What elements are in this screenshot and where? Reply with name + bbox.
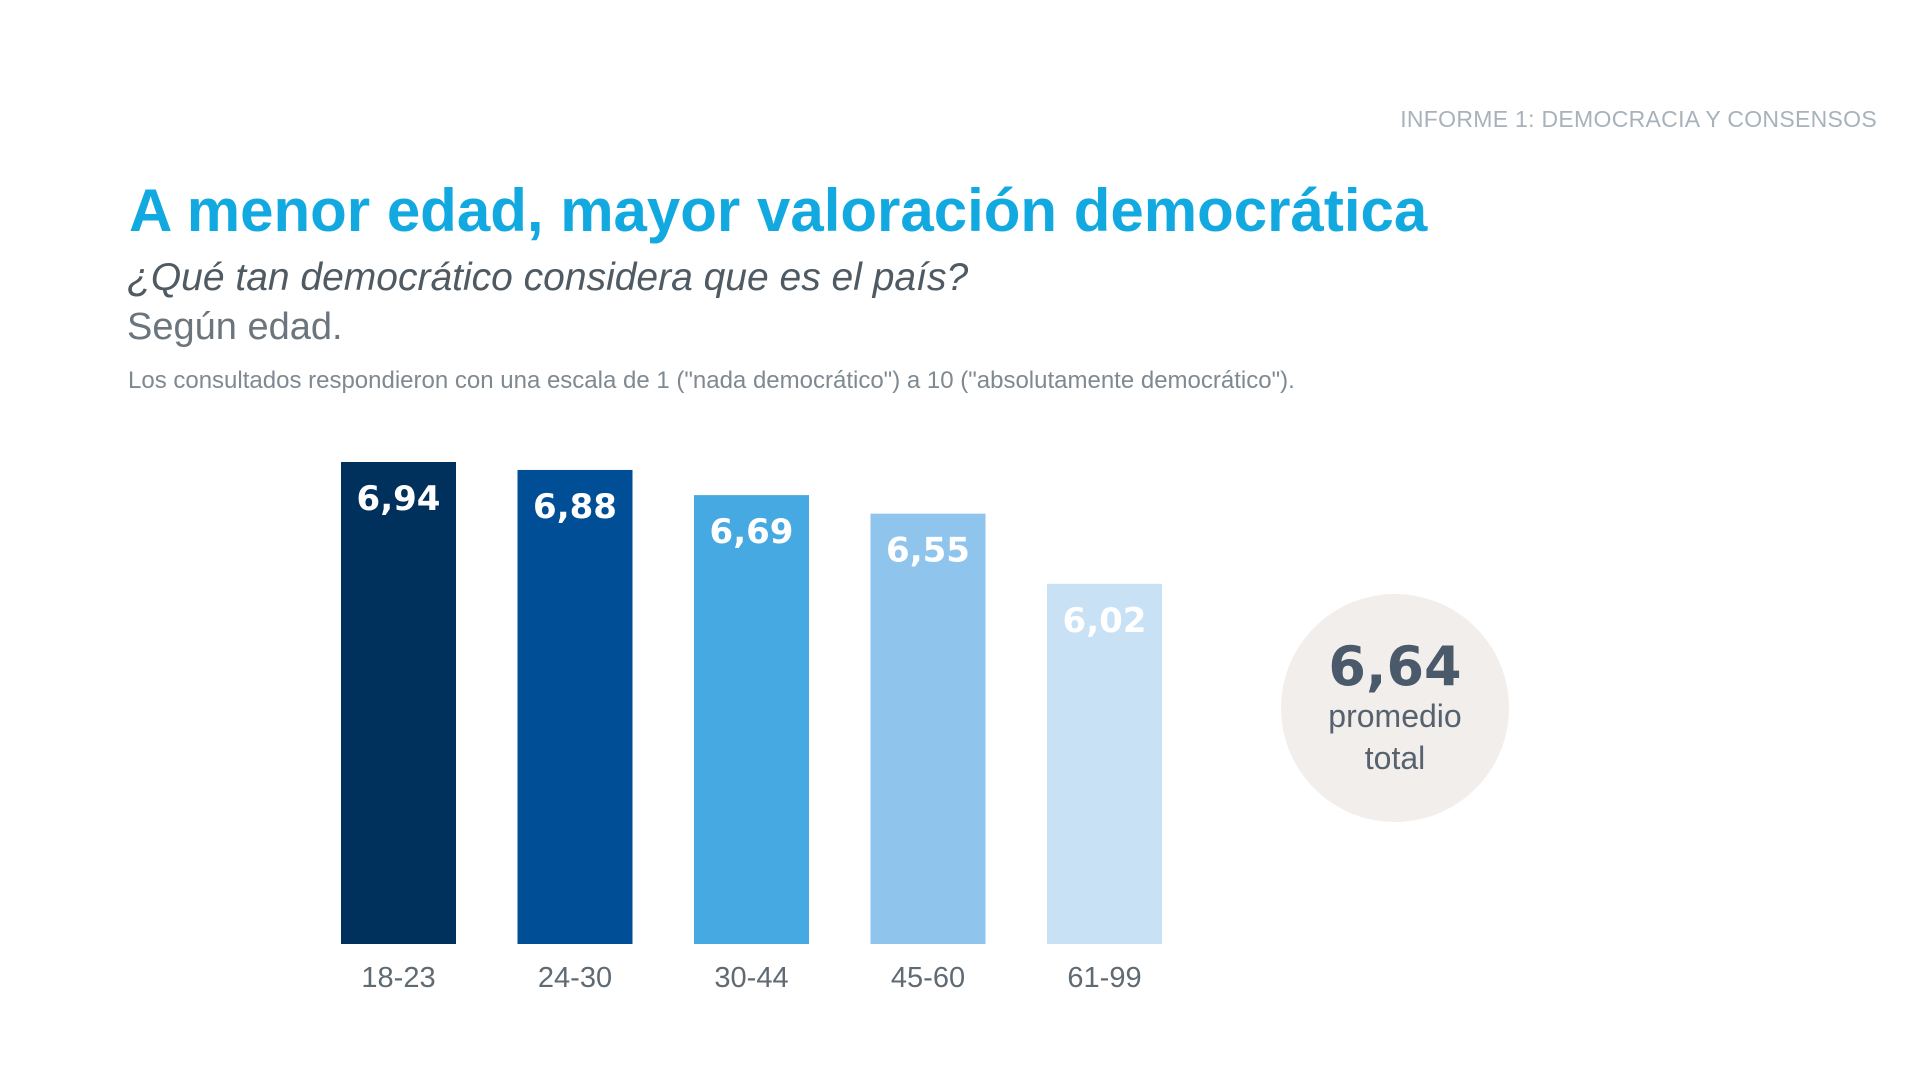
average-label: promedio total (1328, 698, 1462, 776)
bar-18-23 (341, 462, 456, 944)
average-value: 6,64 (1328, 634, 1462, 698)
scale-note: Los consultados respondieron con una esc… (128, 367, 1295, 394)
bar-value-label: 6,55 (886, 531, 970, 571)
segment-label: Según edad. (127, 306, 343, 348)
bar-61-99 (1047, 583, 1162, 944)
bar-value-label: 6,94 (357, 479, 441, 519)
category-label: 45-60 (891, 962, 965, 994)
bar-45-60 (870, 513, 986, 944)
survey-question: ¿Qué tan democrático considera que es el… (127, 256, 969, 299)
category-label: 61-99 (1067, 962, 1141, 994)
bar-value-label: 6,02 (1063, 601, 1147, 641)
category-label: 18-23 (361, 962, 435, 994)
bar-value-label: 6,88 (533, 487, 617, 527)
category-label: 24-30 (538, 962, 612, 994)
bar-value-label: 6,69 (710, 512, 794, 552)
bar-24-30 (517, 469, 633, 944)
report-tag: INFORME 1: DEMOCRACIA Y CONSENSOS (1400, 106, 1877, 132)
category-label: 30-44 (714, 962, 788, 994)
bar-30-44 (694, 495, 809, 944)
average-bubble: 6,64 promedio total (1281, 594, 1509, 822)
chart-title: A menor edad, mayor valoración democráti… (129, 177, 1428, 244)
